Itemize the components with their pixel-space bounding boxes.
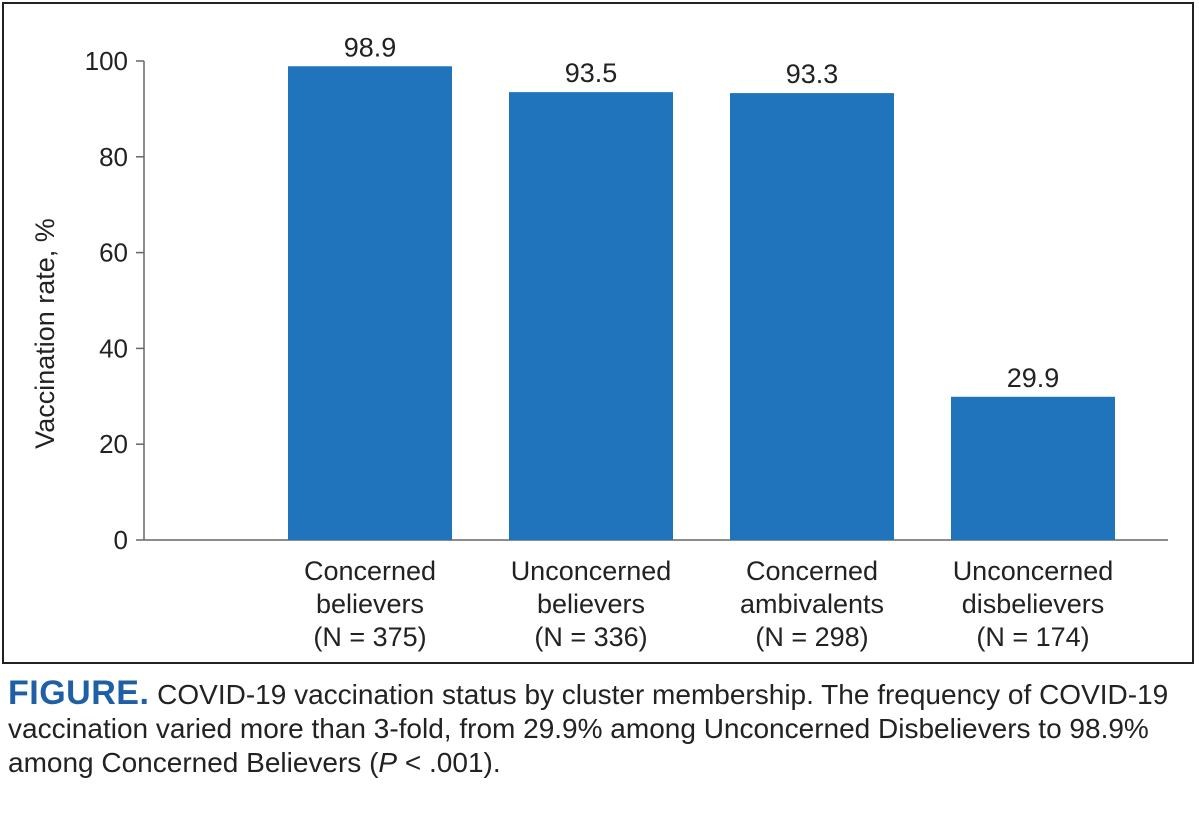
data-label: 93.5 [565, 58, 618, 88]
cropped-body-text-fragment [0, 800, 1199, 819]
caption-text-1: COVID-19 vaccination status by cluster m… [8, 679, 1169, 778]
x-category-label: believers [537, 589, 645, 619]
x-category-label: (N = 174) [976, 622, 1089, 652]
x-category-label: Concerned [304, 556, 436, 586]
x-category-label: Unconcerned [511, 556, 672, 586]
bar [509, 92, 673, 540]
y-tick-label: 20 [99, 429, 128, 459]
bar [730, 93, 894, 540]
data-label: 98.9 [344, 32, 397, 62]
caption-label: FIGURE. [8, 674, 150, 712]
data-label: 93.3 [786, 59, 839, 89]
y-tick-label: 40 [99, 333, 128, 363]
x-category-label: (N = 298) [755, 622, 868, 652]
caption-p-italic: P [378, 747, 398, 778]
x-category-label: (N = 336) [534, 622, 647, 652]
x-category-label: Unconcerned [953, 556, 1114, 586]
y-axis-label: Vaccination rate, % [30, 218, 60, 449]
x-category-label: disbelievers [962, 589, 1105, 619]
x-category-label: believers [316, 589, 424, 619]
figure-caption: FIGURE. COVID-19 vaccination status by c… [8, 676, 1193, 780]
bar-chart: 0 20 40 60 80 100 Vaccination rate, % 98.9 Conce… [30, 32, 1168, 652]
x-category-label: ambivalents [740, 589, 884, 619]
y-tick-label: 100 [85, 46, 128, 76]
y-tick-label: 80 [99, 142, 128, 172]
caption-text-2: < .001). [397, 747, 501, 778]
x-category-label: Concerned [746, 556, 878, 586]
bar [951, 396, 1115, 540]
x-category-label: (N = 375) [313, 622, 426, 652]
bar [288, 66, 452, 541]
data-label: 29.9 [1007, 363, 1060, 393]
y-tick-label: 0 [114, 525, 128, 555]
chart-frame: 0 20 40 60 80 100 Vaccination rate, % 98.9 Conce… [2, 2, 1194, 664]
y-tick-label: 60 [99, 238, 128, 268]
